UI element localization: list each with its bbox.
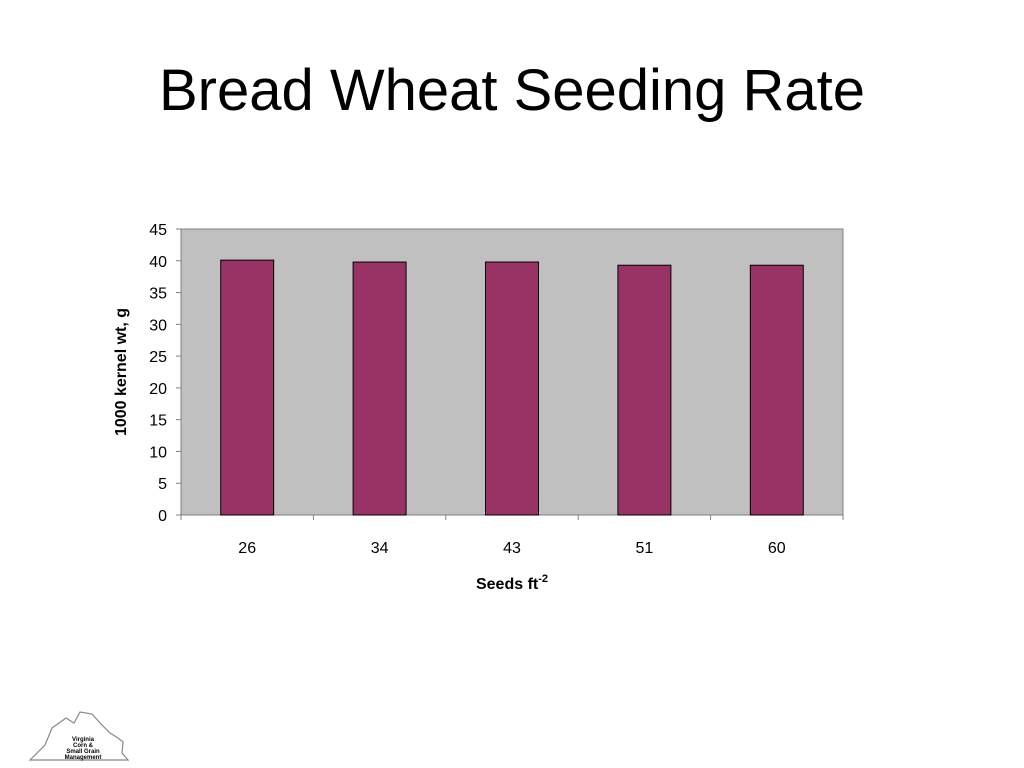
x-tick-label: 43 [503, 540, 521, 557]
y-tick-label: 35 [149, 286, 167, 303]
y-tick-label: 20 [149, 381, 167, 398]
y-tick-label: 30 [149, 317, 167, 334]
logo-text-line: Management [65, 755, 102, 761]
slide-title: Bread Wheat Seeding Rate [158, 58, 866, 123]
logo-text: Virginia Corn & Small Grain Management [65, 737, 102, 761]
y-tick-label: 45 [149, 222, 167, 239]
x-tick-label: 34 [371, 540, 389, 557]
y-tick-label: 40 [149, 254, 167, 271]
bar [220, 259, 275, 516]
y-tick-label: 25 [149, 349, 167, 366]
x-tick-label: 51 [636, 540, 654, 557]
y-tick-label: 5 [158, 476, 167, 493]
y-axis: 0 5 10 15 20 25 30 35 40 45 [149, 222, 182, 525]
bar [617, 264, 672, 516]
y-tick-label: 15 [149, 413, 167, 430]
virginia-state-outline-icon [28, 711, 130, 761]
y-tick-label: 10 [149, 444, 167, 461]
y-axis-title: 1000 kernel wt, g [113, 308, 130, 436]
x-axis-title-superscript: -2 [538, 573, 548, 585]
x-tick-label: 26 [238, 540, 256, 557]
logo-text-line: Virginia [72, 737, 95, 743]
y-tick-label: 0 [158, 508, 167, 525]
bar [485, 261, 539, 516]
x-tick-label: 60 [768, 540, 786, 557]
logo-text-line: Corn & [73, 743, 94, 749]
x-axis-title: Seeds ft-2 [476, 573, 548, 593]
x-axis-title-base: Seeds ft [476, 576, 539, 593]
bar [749, 264, 804, 516]
bar [352, 261, 407, 516]
logo-text-line: Small Grain [66, 749, 100, 755]
bar-series [220, 259, 804, 516]
